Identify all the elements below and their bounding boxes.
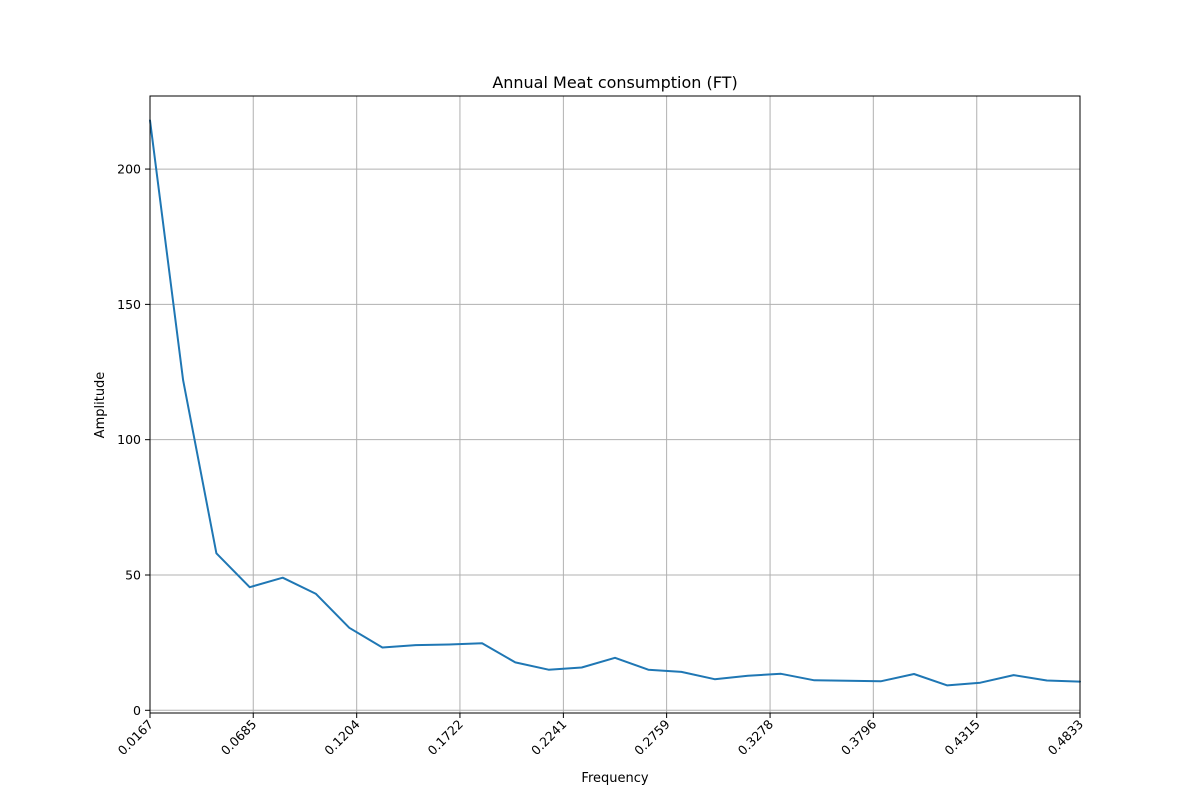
x-tick-label: 0.3796 xyxy=(838,716,880,758)
x-axis: 0.0167 0.0685 0.1204 0.1722 0.2241 0.2759 0.32… xyxy=(115,713,1087,759)
series-line xyxy=(149,119,1081,687)
y-axis-label: Amplitude xyxy=(93,372,108,439)
chart-title: Annual Meat consumption (FT) xyxy=(492,73,737,92)
x-tick-label: 0.0167 xyxy=(115,717,157,759)
x-tick-label: 0.4315 xyxy=(941,717,983,759)
x-tick-label: 0.2241 xyxy=(528,717,570,759)
y-tick-label: 0 xyxy=(133,703,141,718)
x-tick-label: 0.2759 xyxy=(631,716,673,758)
plot-area-frame xyxy=(149,95,1081,714)
x-tick-label: 0.3278 xyxy=(735,716,777,758)
y-tick-label: 50 xyxy=(125,567,141,582)
x-tick-label: 0.1722 xyxy=(425,717,467,759)
y-axis: 0 50 100 150 200 xyxy=(117,162,150,718)
data-line-group xyxy=(149,119,1081,687)
x-tick-label: 0.0685 xyxy=(218,717,260,759)
y-tick-label: 100 xyxy=(117,432,141,447)
x-tick-label: 0.1204 xyxy=(321,716,363,758)
grid xyxy=(149,96,1081,713)
x-axis-label: Frequency xyxy=(581,771,648,786)
y-tick-label: 150 xyxy=(117,297,141,312)
y-tick-label: 200 xyxy=(117,162,141,177)
x-tick-label: 0.4833 xyxy=(1045,717,1087,759)
